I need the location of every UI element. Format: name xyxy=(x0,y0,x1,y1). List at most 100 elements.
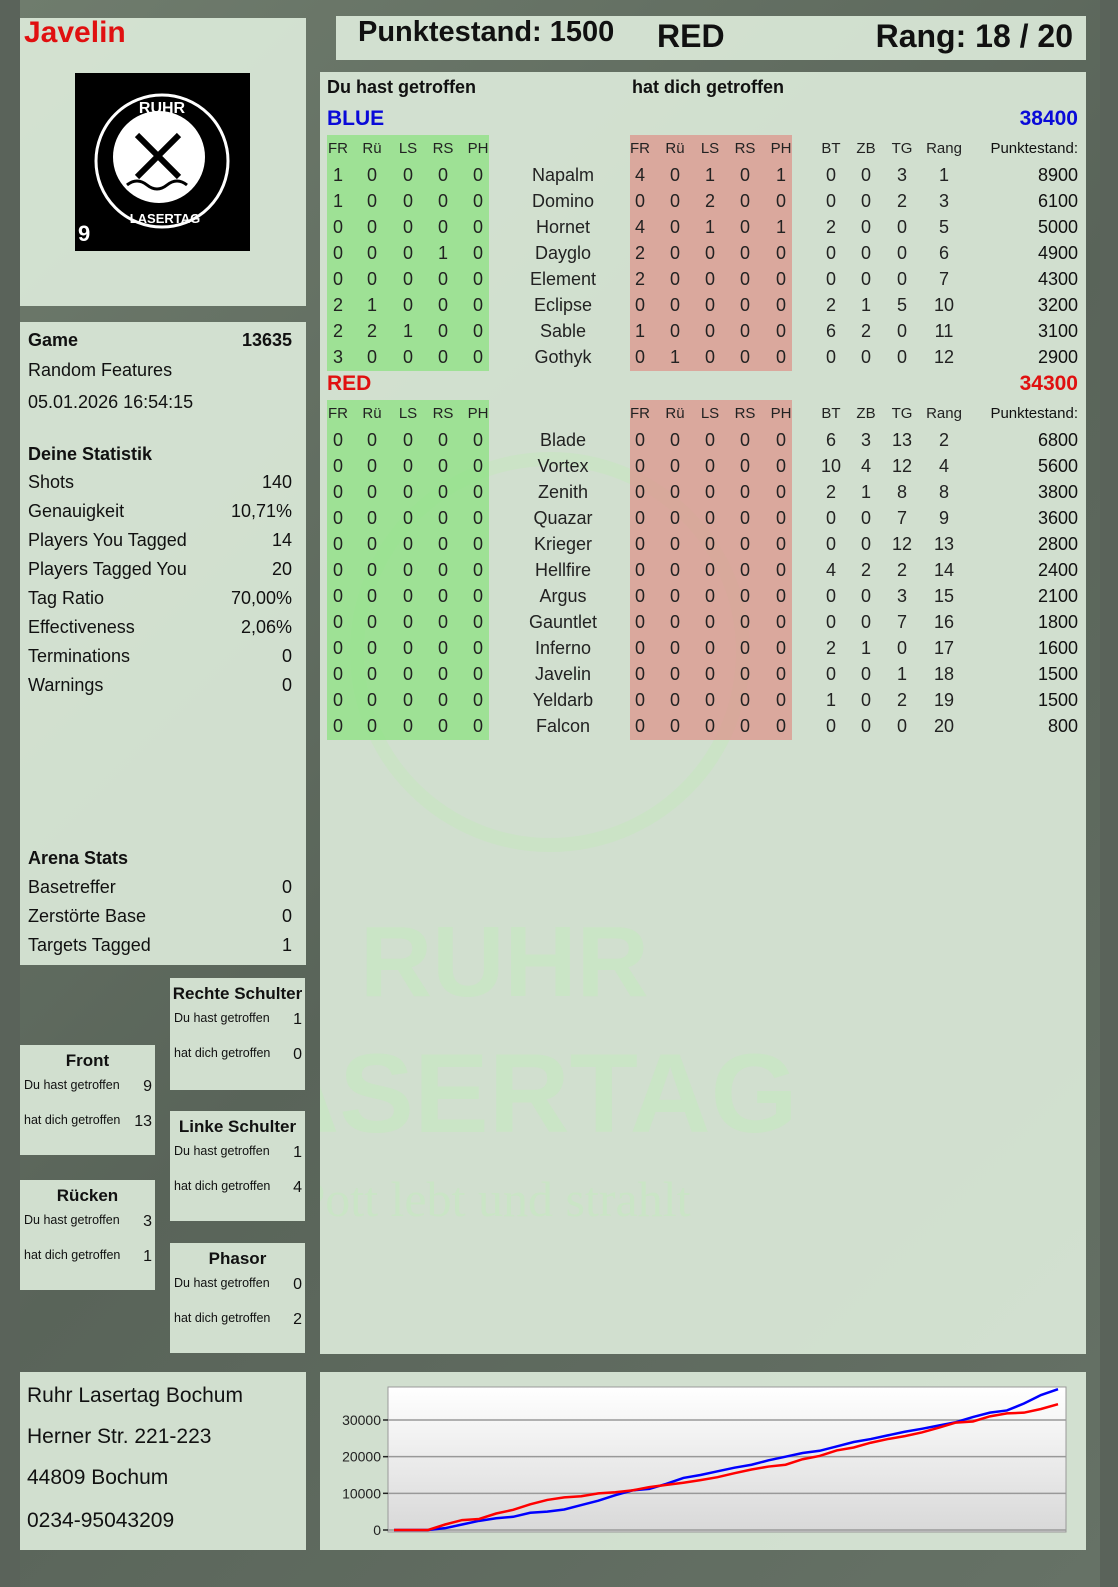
zone-hit-you-value: 0 xyxy=(293,1046,302,1063)
player-name: Argus xyxy=(539,586,587,606)
stat-cell: 16 xyxy=(933,612,955,632)
score-cell: 3600 xyxy=(1037,508,1078,528)
hit-you-cell: 2 xyxy=(704,191,715,211)
player-name: Element xyxy=(529,269,597,289)
stat-cell: 0 xyxy=(860,191,871,211)
hit-you-cell: 0 xyxy=(775,638,786,658)
you-hit-cell: 0 xyxy=(437,347,448,367)
hit-you-cell: 0 xyxy=(669,430,680,450)
you-hit-cell: 0 xyxy=(402,295,413,315)
column-header: BT xyxy=(821,405,841,422)
player-name: Eclipse xyxy=(533,295,593,315)
stat-cell: 0 xyxy=(825,612,836,632)
you-hit-cell: 0 xyxy=(402,534,413,554)
watermark-title: LASERTAG xyxy=(320,1031,798,1156)
hit-you-cell: 0 xyxy=(739,243,750,263)
stat-value: 0 xyxy=(281,646,292,666)
hit-you-cell: 0 xyxy=(704,456,715,476)
you-hit-cell: 1 xyxy=(332,165,343,185)
you-hit-cell: 0 xyxy=(332,716,343,736)
column-header: Rang xyxy=(926,405,962,422)
stat-cell: 0 xyxy=(825,716,836,736)
hit-you-cell: 0 xyxy=(634,560,645,580)
you-hit-cell: 0 xyxy=(437,217,448,237)
stat-cell: 6 xyxy=(825,430,836,450)
stat-cell: 19 xyxy=(933,690,955,710)
hit-you-cell: 0 xyxy=(704,612,715,632)
hit-you-cell: 1 xyxy=(704,165,715,185)
you-hit-cell: 0 xyxy=(402,508,413,528)
score-cell: 3200 xyxy=(1037,295,1078,315)
hit-you-title: hat dich getroffen xyxy=(632,77,784,97)
watermark-slogan: Der Pott lebt und strahlt xyxy=(320,1171,691,1227)
plot-area xyxy=(387,1386,1067,1533)
zone-hit-you-value: 1 xyxy=(143,1248,152,1265)
hit-you-cell: 0 xyxy=(704,690,715,710)
hit-you-cell: 0 xyxy=(634,191,645,211)
hit-you-cell: 0 xyxy=(634,534,645,554)
hit-you-cell: 0 xyxy=(669,456,680,476)
you-hit-cell: 0 xyxy=(366,716,377,736)
zone-hit-you-value: 2 xyxy=(293,1311,302,1328)
you-hit-cell: 0 xyxy=(402,269,413,289)
stat-cell: 7 xyxy=(896,612,907,632)
stat-cell: 0 xyxy=(860,347,871,367)
stat-cell: 2 xyxy=(860,321,871,341)
stats-panel: Game 13635 Random Features 05.01.2026 16:… xyxy=(20,322,306,965)
hit-you-cell: 0 xyxy=(739,586,750,606)
score-cell: 2100 xyxy=(1037,586,1078,606)
you-hit-cell: 0 xyxy=(472,534,483,554)
score-cell: 1500 xyxy=(1037,664,1078,684)
arena-label: Basetreffer xyxy=(28,877,116,897)
hit-you-cell: 0 xyxy=(669,586,680,606)
player-name: Blade xyxy=(539,430,587,450)
stat-cell: 4 xyxy=(860,456,871,476)
you-hit-cell: 0 xyxy=(437,534,448,554)
hit-you-cell: 0 xyxy=(669,560,680,580)
you-hit-cell: 2 xyxy=(366,321,377,341)
stat-cell: 0 xyxy=(860,716,871,736)
hit-you-cell: 0 xyxy=(669,664,680,684)
player-name: Javelin xyxy=(534,664,592,684)
score-chart: 0 10000 20000 30000 xyxy=(342,1386,1067,1538)
hit-you-cell: 0 xyxy=(704,430,715,450)
you-hit-cell: 0 xyxy=(366,347,377,367)
stat-cell: 6 xyxy=(938,243,949,263)
you-hit-cell: 0 xyxy=(402,165,413,185)
hit-you-cell: 0 xyxy=(739,690,750,710)
stat-cell: 3 xyxy=(860,430,871,450)
zone-you-hit-value: 1 xyxy=(293,1144,302,1161)
you-hit-cell: 0 xyxy=(332,243,343,263)
you-hit-cell: 1 xyxy=(332,191,343,211)
score-cell: 2900 xyxy=(1037,347,1078,367)
address-line: Ruhr Lasertag Bochum xyxy=(27,1384,243,1407)
you-hit-cell: 0 xyxy=(437,321,448,341)
score-cell: 2800 xyxy=(1037,534,1078,554)
hit-you-cell: 0 xyxy=(634,664,645,684)
stat-cell: 0 xyxy=(825,664,836,684)
arena-value: 0 xyxy=(281,877,292,897)
stat-cell: 6 xyxy=(825,321,836,341)
stat-row: Genauigkeit 10,71% xyxy=(28,501,292,522)
stat-cell: 13 xyxy=(933,534,955,554)
you-hit-cell: 0 xyxy=(472,347,483,367)
stat-cell: 20 xyxy=(933,716,955,736)
stat-cell: 11 xyxy=(934,321,954,341)
you-hit-cell: 0 xyxy=(366,612,377,632)
arena-label: Targets Tagged xyxy=(28,935,151,955)
stat-cell: 0 xyxy=(825,586,836,606)
column-header: Rang xyxy=(926,140,962,157)
hit-you-cell: 0 xyxy=(704,664,715,684)
you-hit-cell: 0 xyxy=(402,716,413,736)
hit-you-cell: 0 xyxy=(704,534,715,554)
you-hit-cell: 0 xyxy=(366,586,377,606)
zone-you-hit-label: Du hast getroffen xyxy=(174,1144,270,1158)
stat-value: 0 xyxy=(281,675,292,695)
stat-cell: 2 xyxy=(825,482,836,502)
stat-row: Players You Tagged 14 xyxy=(28,530,292,551)
hit-you-cell: 0 xyxy=(669,612,680,632)
arena-row: Zerstörte Base 0 xyxy=(28,906,292,927)
zone-title: Linke Schulter xyxy=(178,1117,297,1136)
column-header: Punktestand: xyxy=(990,405,1078,422)
you-hit-cell: 0 xyxy=(472,638,483,658)
